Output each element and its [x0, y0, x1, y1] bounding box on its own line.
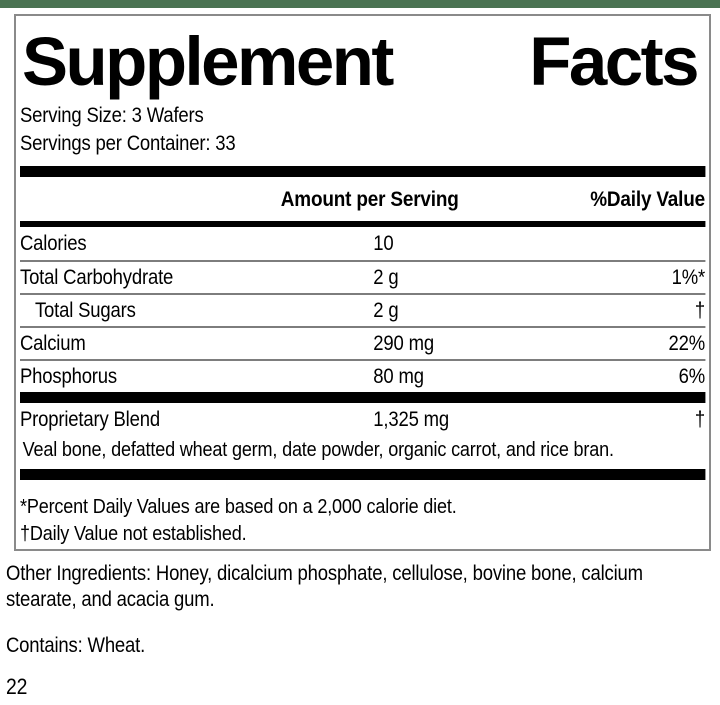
nutrient-name: Calories — [20, 231, 87, 255]
nutrient-name: Total Sugars — [34, 298, 136, 322]
table-row-proprietary-blend: Proprietary Blend 1,325 mg † — [20, 403, 705, 436]
nutrient-name: Total Carbohydrate — [20, 265, 174, 289]
column-header-amount: Amount per Serving — [280, 186, 459, 211]
accent-bar — [0, 0, 720, 8]
servings-per-container-line: Servings per Container: 33 — [20, 132, 236, 155]
nutrient-amount: 10 — [373, 231, 394, 255]
nutrient-amount: 1,325 mg — [373, 407, 450, 431]
table-row-calories: Calories 10 — [20, 227, 705, 260]
footnote-dv-basis: *Percent Daily Values are based on a 2,0… — [20, 495, 457, 518]
footnotes: *Percent Daily Values are based on a 2,0… — [20, 480, 705, 547]
blend-description: Veal bone, defatted wheat germ, date pow… — [22, 438, 614, 461]
nutrient-daily-value: † — [694, 298, 706, 322]
column-header-daily-value: %Daily Value — [590, 186, 706, 211]
table-row-phosphorus: Phosphorus 80 mg 6% — [20, 359, 705, 392]
nutrient-name: Proprietary Blend — [20, 407, 160, 431]
divider-thick-above-blend — [20, 392, 706, 403]
nutrient-daily-value: 6% — [678, 364, 706, 388]
nutrient-daily-value: 22% — [668, 331, 706, 355]
contains-text: Contains: Wheat. — [6, 634, 146, 657]
serving-size-line: Serving Size: 3 Wafers — [20, 104, 204, 127]
nutrient-daily-value: 1%* — [671, 265, 706, 289]
table-row-total-sugars: Total Sugars 2 g † — [20, 293, 705, 326]
nutrient-amount: 290 mg — [373, 331, 434, 355]
supplement-facts-panel: Supplement Facts Serving Size: 3 Wafers … — [14, 14, 711, 551]
table-header-row: Amount per Serving %Daily Value — [20, 177, 705, 221]
divider-thick-above-footnotes — [20, 469, 706, 480]
divider-thick-top — [20, 166, 706, 177]
divider-medium-under-header — [20, 221, 706, 227]
nutrient-rows: Calories 10 Total Carbohydrate 2 g 1%* T… — [20, 227, 705, 392]
below-panel-text: Other Ingredients: Honey, dicalcium phos… — [6, 561, 714, 700]
title-word-facts: Facts — [529, 23, 699, 100]
other-ingredients-text: Other Ingredients: Honey, dicalcium phos… — [6, 562, 643, 611]
title-word-supplement: Supplement — [22, 23, 394, 100]
page-number: 22 — [6, 674, 28, 699]
nutrient-daily-value: † — [694, 407, 706, 431]
nutrient-amount: 80 mg — [373, 364, 424, 388]
footnote-dv-not-established: †Daily Value not established. — [20, 522, 247, 545]
nutrient-amount: 2 g — [373, 298, 399, 322]
table-row-total-carbohydrate: Total Carbohydrate 2 g 1%* — [20, 260, 705, 293]
panel-title: Supplement Facts — [20, 16, 705, 102]
table-row-calcium: Calcium 290 mg 22% — [20, 326, 705, 359]
nutrient-name: Calcium — [20, 331, 86, 355]
nutrient-amount: 2 g — [373, 265, 399, 289]
nutrient-name: Phosphorus — [20, 364, 117, 388]
